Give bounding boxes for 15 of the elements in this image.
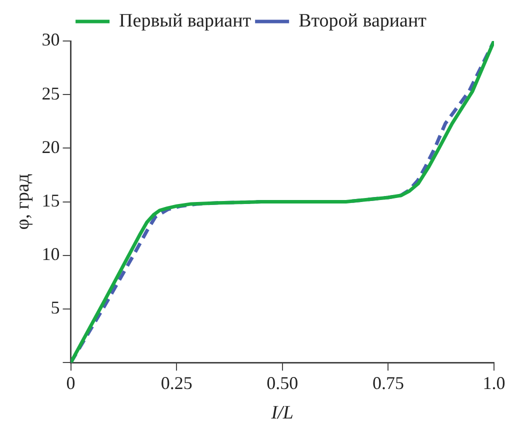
legend-label: Второй вариант xyxy=(298,10,428,32)
y-tick-label: 15 xyxy=(42,190,60,211)
x-tick-label: 1.0 xyxy=(482,373,506,394)
y-tick-label: 30 xyxy=(42,30,60,50)
x-axis-title: I/L xyxy=(270,402,294,424)
y-tick-label: 25 xyxy=(42,83,60,104)
x-tick-label: 0.50 xyxy=(266,373,298,394)
legend-label: Первый вариант xyxy=(119,10,252,32)
y-axis-title: φ, град xyxy=(12,174,34,230)
y-tick-label: 20 xyxy=(42,136,60,157)
y-tick-label: 10 xyxy=(42,244,60,264)
x-tick-label: 0.75 xyxy=(372,373,404,394)
x-tick-label: 0 xyxy=(66,373,76,394)
y-tick-label: 5 xyxy=(50,298,60,318)
x-tick-label: 0.25 xyxy=(160,373,192,394)
